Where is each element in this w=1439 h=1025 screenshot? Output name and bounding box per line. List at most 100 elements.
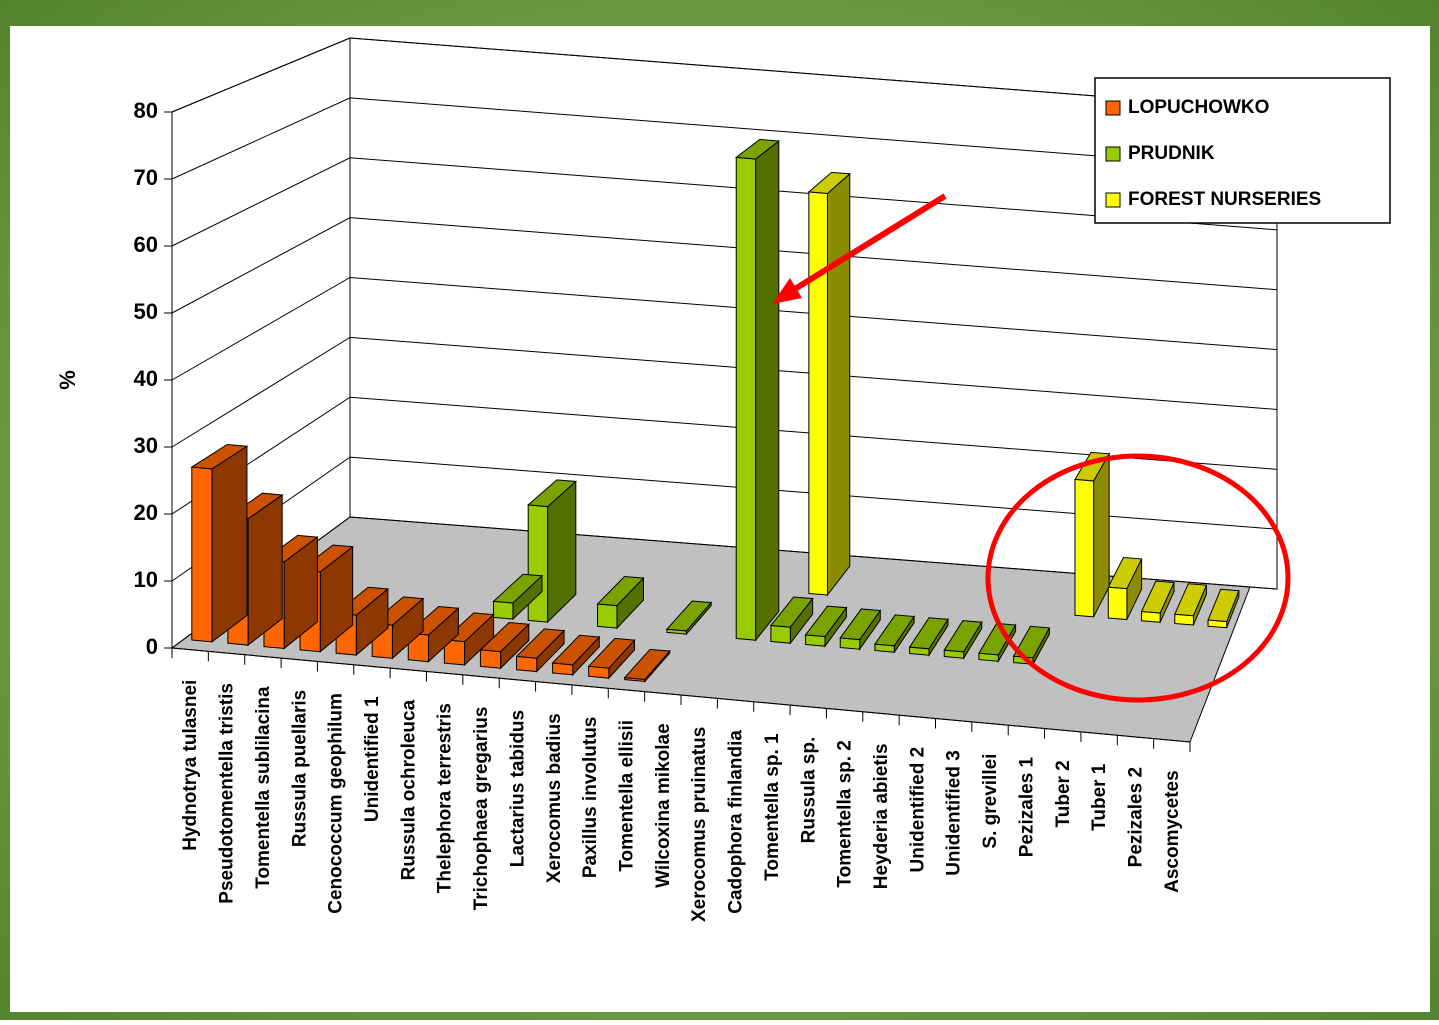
x-tick-label: Russula sp. bbox=[798, 737, 819, 844]
annotation bbox=[772, 193, 1291, 703]
arrow-head bbox=[772, 278, 802, 304]
bar bbox=[623, 648, 671, 683]
grid-line bbox=[171, 37, 1278, 113]
legend-swatch bbox=[1105, 192, 1121, 208]
bar bbox=[874, 614, 915, 654]
bar-top bbox=[839, 608, 882, 641]
legend-swatch bbox=[1105, 100, 1121, 116]
bar-top bbox=[190, 443, 249, 470]
arrow-shaft bbox=[788, 193, 947, 295]
bar bbox=[908, 617, 949, 657]
y-tick-label: 30 bbox=[134, 433, 158, 458]
bar-top bbox=[623, 648, 671, 680]
bar bbox=[1074, 451, 1110, 618]
bar bbox=[807, 171, 851, 597]
x-tick-label: Hydnotrya tulasnei bbox=[180, 680, 201, 851]
bar-top bbox=[734, 138, 781, 160]
x-tick-label: Tomentella sp. 2 bbox=[835, 740, 856, 887]
bar-side bbox=[211, 445, 248, 643]
plot: 0 10 20 30 40 50 60 70 80 Hydnotrya tulasnei Pseud… bbox=[134, 37, 1278, 922]
x-tick-label: Thelephora terrestris bbox=[435, 703, 456, 893]
x-tick-label: Pezizales 2 bbox=[1125, 767, 1146, 867]
y-tick-label: 60 bbox=[134, 232, 158, 257]
bar-front bbox=[597, 603, 618, 629]
x-tick-label: Ascomycetes bbox=[1162, 770, 1183, 893]
y-tick-label: 80 bbox=[134, 98, 158, 123]
bar-top bbox=[551, 634, 601, 666]
bar-top bbox=[596, 575, 645, 607]
x-tick-label: Unidentified 2 bbox=[907, 747, 928, 873]
x-tick-label: Wilcoxina mikolae bbox=[653, 723, 674, 888]
bar bbox=[943, 620, 983, 661]
grid-line bbox=[171, 217, 1278, 314]
y-tick-label: 40 bbox=[134, 366, 158, 391]
y-tick-label: 50 bbox=[134, 299, 158, 324]
legend-swatch bbox=[1105, 146, 1121, 162]
x-tick-label: Lactarius tabidus bbox=[507, 710, 528, 867]
bar bbox=[492, 573, 544, 621]
bar bbox=[1207, 588, 1240, 629]
bar bbox=[1012, 625, 1051, 665]
bar-front bbox=[808, 191, 828, 596]
x-tick-label: Tuber 2 bbox=[1053, 760, 1074, 827]
grid-line bbox=[171, 157, 1278, 247]
bar bbox=[839, 608, 882, 651]
grid-line bbox=[171, 336, 1278, 448]
x-tick-label: Paxillus involutus bbox=[580, 717, 601, 879]
bar bbox=[734, 138, 781, 642]
x-tick-label: Unidentified 3 bbox=[944, 750, 965, 876]
bar-top bbox=[769, 596, 814, 628]
x-tick-label: Tomentella sp. 1 bbox=[762, 733, 783, 881]
legend-label: LOPUCHOWKO bbox=[1128, 97, 1269, 118]
bar bbox=[1140, 580, 1175, 623]
bar bbox=[1174, 583, 1208, 626]
bar bbox=[1107, 556, 1143, 621]
bar-top bbox=[587, 637, 636, 669]
x-tick-label: Xerocomus pruinatus bbox=[689, 727, 710, 922]
highlight-ellipse bbox=[985, 453, 1291, 703]
x-tick-label: Cadophora finlandia bbox=[726, 730, 747, 914]
bar-side bbox=[826, 172, 851, 597]
bar-top bbox=[807, 171, 851, 194]
bar bbox=[978, 622, 1017, 664]
bar-top bbox=[1174, 583, 1208, 617]
bar bbox=[665, 600, 713, 636]
y-tick-label: 70 bbox=[134, 165, 158, 190]
x-tick-label: Tomentella sublilacina bbox=[253, 686, 274, 889]
bar-top bbox=[978, 622, 1017, 656]
bar-top bbox=[908, 617, 949, 650]
grid-line bbox=[171, 97, 1278, 180]
x-tick-label: Tomentella ellisii bbox=[616, 720, 637, 872]
bar-front bbox=[515, 655, 538, 673]
bar bbox=[596, 575, 645, 630]
bar-front bbox=[479, 649, 502, 669]
bar bbox=[804, 605, 848, 648]
x-tick-label: S. grevillei bbox=[980, 754, 1001, 849]
bar bbox=[190, 443, 249, 643]
x-tick-label: Pezizales 1 bbox=[1016, 756, 1037, 857]
bar bbox=[479, 621, 530, 670]
bar-top bbox=[526, 479, 578, 508]
bar bbox=[515, 628, 566, 673]
bar-top bbox=[665, 600, 713, 632]
bar-front bbox=[493, 600, 514, 620]
bar-top bbox=[1140, 580, 1175, 614]
x-tick-label: Pseudotomentella tristis bbox=[217, 683, 238, 904]
bar-top bbox=[492, 573, 544, 604]
bar-front bbox=[1107, 586, 1128, 621]
bar-front bbox=[527, 504, 549, 623]
x-tick-label: Russula ochroleuca bbox=[398, 699, 419, 880]
x-tick-label: Trichophaea gregarius bbox=[471, 707, 492, 911]
legend-label: FOREST NURSERIES bbox=[1128, 189, 1321, 210]
bar-top bbox=[943, 620, 983, 653]
bar-front bbox=[1074, 478, 1095, 618]
y-axis-label: % bbox=[55, 370, 80, 390]
x-tick-label: Tuber 1 bbox=[1089, 763, 1110, 831]
legend-box bbox=[1094, 77, 1391, 224]
bar bbox=[587, 637, 636, 680]
bar-front bbox=[191, 466, 213, 643]
bar-side bbox=[247, 493, 283, 647]
grid-line bbox=[171, 276, 1278, 381]
